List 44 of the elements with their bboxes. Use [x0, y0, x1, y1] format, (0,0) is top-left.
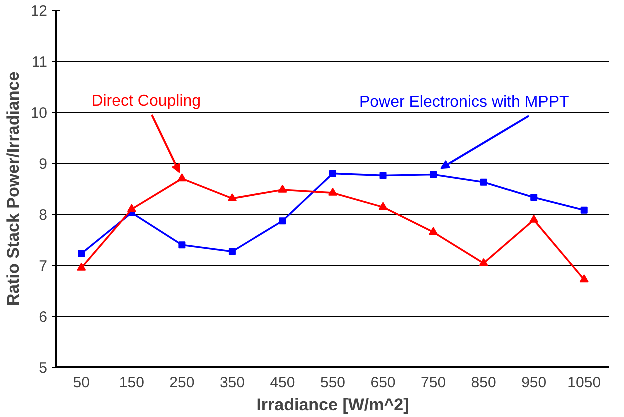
point: [178, 242, 186, 249]
point: [278, 184, 288, 193]
point: [279, 218, 286, 225]
point: [330, 170, 336, 178]
point: [328, 188, 338, 196]
point: [77, 262, 86, 271]
x-axis-title: Irradiance [W/m^2]: [256, 396, 410, 414]
point: [127, 204, 136, 212]
y-tick-label: 12: [30, 3, 48, 20]
x-tick-label: 1050: [568, 374, 602, 392]
point: [580, 206, 588, 214]
y-tick-label: 8: [39, 207, 48, 224]
x-tick-label: 650: [370, 374, 396, 392]
point: [530, 194, 538, 202]
y-axis-title: Ratio Stack Power/Irradiance: [4, 72, 23, 306]
point: [378, 202, 388, 210]
point: [430, 171, 438, 178]
point: [380, 172, 387, 180]
text: Power Electronics with MPPT: [359, 94, 570, 111]
text: Direct Coupling: [92, 92, 202, 110]
point: [78, 250, 86, 258]
y-tick-label: 5: [39, 360, 48, 377]
x-tick-label: 450: [270, 374, 296, 392]
point: [480, 178, 488, 186]
x-tick-label: 850: [471, 374, 496, 392]
y-tick-label: 11: [32, 54, 48, 71]
point: [530, 214, 539, 223]
x-tick-label: 250: [170, 374, 195, 392]
x-tick-label: 350: [220, 374, 245, 392]
x-tick-label: 150: [119, 374, 144, 392]
x-tick-label: 550: [320, 374, 346, 392]
y-tick-label: 10: [30, 105, 48, 122]
point: [429, 227, 438, 236]
y-tick-label: 6: [39, 309, 48, 326]
point: [580, 274, 589, 283]
x-tick-label: 950: [522, 374, 547, 392]
y-tick-label: 7: [39, 258, 48, 275]
point: [479, 258, 488, 266]
y-tick-label: 9: [39, 156, 48, 173]
point: [178, 174, 187, 182]
x-tick-label: 50: [73, 374, 90, 392]
x-tick-label: 750: [421, 374, 446, 392]
point: [228, 194, 237, 202]
point: [228, 248, 236, 256]
